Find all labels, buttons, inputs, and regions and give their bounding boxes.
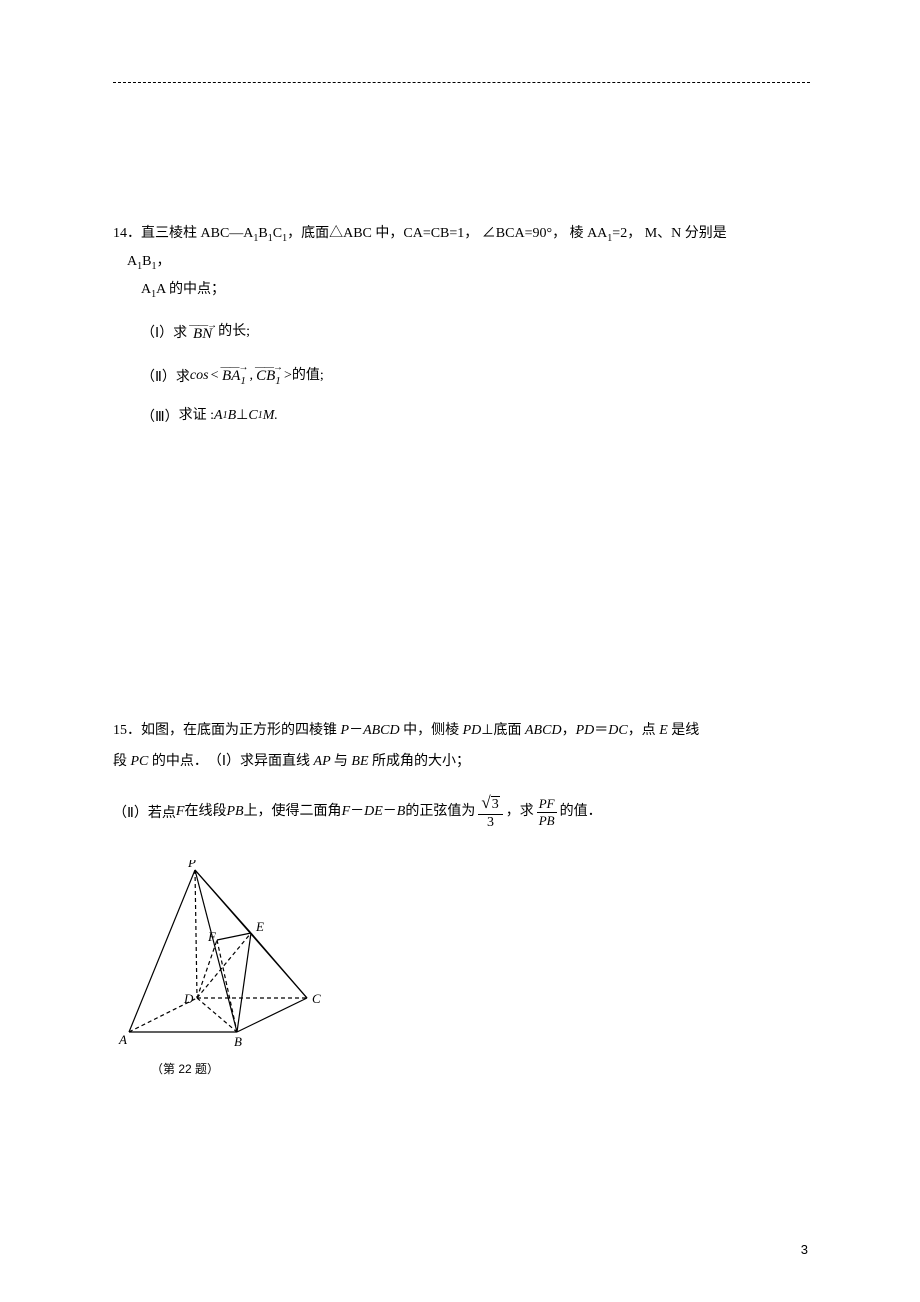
text: 的长; [218, 321, 250, 343]
math-m: M [263, 405, 275, 427]
text: 直三棱柱 ABC—A [141, 226, 253, 241]
figure-pyramid: P A B C D E F （第 22 题） [113, 860, 810, 1080]
text: 的值． [560, 801, 602, 823]
text: 求证 : [179, 405, 214, 427]
perpendicular-symbol: ⊥ [236, 405, 248, 427]
problem-14-number: 14． [113, 226, 141, 241]
text: 如图，在底面为正方形的四棱锥 [141, 723, 341, 738]
text: A [127, 254, 137, 269]
text: 的中点． （Ⅰ）求异面直线 [152, 754, 314, 769]
problem-15-number: 15． [113, 723, 141, 738]
text: ， [156, 254, 170, 269]
comma: ， [562, 723, 576, 738]
fraction-pf-pb: PF PB [537, 796, 557, 828]
text: 与 [334, 754, 352, 769]
text: A [141, 282, 151, 297]
figure-caption: （第 22 题） [115, 1060, 810, 1079]
problem-14-part2: （Ⅱ）求 cos < ——→ BA1 , ——→ CB1 > 的值; [113, 360, 810, 392]
math-abcd: ABCD [363, 723, 403, 738]
part2-label: （Ⅱ）求 [141, 365, 190, 387]
svg-text:C: C [312, 991, 321, 1006]
fraction-denominator: PB [537, 813, 557, 829]
text: C [273, 226, 282, 241]
fraction-numerator: √3 [478, 793, 502, 815]
math-be: BE [351, 754, 372, 769]
page-divider [113, 82, 810, 83]
math-dc: DC [608, 723, 627, 738]
cos-text: cos [190, 365, 209, 387]
problem-14: 14．直三棱柱 ABC—A1B1C1，底面△ABC 中，CA=CB=1， ∠BC… [113, 223, 810, 430]
dash: － [350, 801, 364, 823]
problem-14-part1: （Ⅰ）求 ——→ BN 的长; [113, 318, 810, 346]
math-b: B [397, 801, 406, 823]
vector-text: BN [193, 327, 212, 342]
dash: － [349, 723, 363, 738]
vector-text: CB1 [256, 369, 281, 387]
vector-BN: ——→ BN [189, 323, 216, 342]
math-ap: AP [314, 754, 334, 769]
math-pd: PD [576, 723, 595, 738]
fraction-denominator: 3 [484, 815, 497, 832]
math-pb: PB [226, 801, 243, 823]
problem-15: 15．如图，在底面为正方形的四棱锥 P－ABCD 中，侧棱 PD⊥底面 ABCD… [113, 720, 810, 1079]
svg-text:D: D [183, 991, 194, 1006]
problem-14-intro-line3: A1A 的中点； [113, 279, 810, 303]
svg-text:P: P [187, 860, 196, 870]
math-f: F [176, 801, 185, 823]
svg-text:A: A [118, 1032, 127, 1047]
pyramid-diagram: P A B C D E F [115, 860, 335, 1050]
text: 是线 [671, 723, 699, 738]
fraction-numerator: PF [537, 796, 557, 813]
math-a: A [214, 405, 223, 427]
problem-15-line3: （Ⅱ）若点 F 在线段 PB 上，使得二面角 F－DE－B 的正弦值为 √3 3… [113, 793, 810, 832]
text: ，底面△ABC 中，CA=CB=1， ∠BCA=90°， 棱 AA [287, 226, 607, 241]
math-abcd: ABCD [525, 723, 562, 738]
text: A 的中点； [156, 282, 225, 297]
math-e: E [659, 723, 671, 738]
problem-14-intro-line2: A1B1， [113, 251, 810, 275]
vector-CB1: ——→ CB1 [255, 365, 282, 387]
text: B [258, 226, 267, 241]
math-p: P [341, 723, 350, 738]
text: 的正弦值为 [405, 801, 475, 823]
part1-label: （Ⅰ）求 [141, 321, 187, 343]
math-pd: PD [463, 723, 482, 738]
comma: ，求 [506, 801, 534, 823]
vector-text: BA1 [222, 369, 246, 387]
angle-bracket-open: < [211, 365, 219, 387]
part3-label: （Ⅲ） [141, 405, 179, 427]
text: ，点 [628, 723, 660, 738]
text: 段 [113, 754, 131, 769]
sqrt-icon: √3 [481, 793, 499, 814]
page-number: 3 [801, 1242, 808, 1257]
fraction-sqrt3-3: √3 3 [478, 793, 502, 832]
problem-14-intro-line1: 14．直三棱柱 ABC—A1B1C1，底面△ABC 中，CA=CB=1， ∠BC… [113, 223, 810, 247]
math-b: B [228, 405, 237, 427]
perp-text: ⊥底面 [481, 723, 525, 738]
period: . [274, 405, 278, 427]
problem-14-part3: （Ⅲ） 求证 : A1B ⊥ C1M. [113, 402, 810, 430]
svg-text:E: E [255, 919, 264, 934]
text: 的值; [292, 365, 324, 387]
text: 所成角的大小； [372, 754, 470, 769]
text: 上，使得二面角 [244, 801, 342, 823]
math-pc: PC [131, 754, 152, 769]
comma: , [249, 365, 253, 387]
text: =2， M、N 分别是 [612, 226, 726, 241]
eq: ＝ [594, 723, 608, 738]
text: 在线段 [184, 801, 226, 823]
svg-text:F: F [207, 929, 217, 944]
problem-15-line1: 15．如图，在底面为正方形的四棱锥 P－ABCD 中，侧棱 PD⊥底面 ABCD… [113, 720, 810, 742]
math-de: DE [364, 801, 383, 823]
math-f: F [342, 801, 351, 823]
text: 中，侧棱 [403, 723, 463, 738]
problem-15-line2: 段 PC 的中点． （Ⅰ）求异面直线 AP 与 BE 所成角的大小； [113, 751, 810, 773]
part2-label: （Ⅱ）若点 [113, 801, 176, 823]
vector-BA1: ——→ BA1 [220, 365, 247, 387]
angle-bracket-close: > [284, 365, 292, 387]
dash: － [383, 801, 397, 823]
math-c: C [248, 405, 257, 427]
svg-text:B: B [234, 1034, 242, 1049]
